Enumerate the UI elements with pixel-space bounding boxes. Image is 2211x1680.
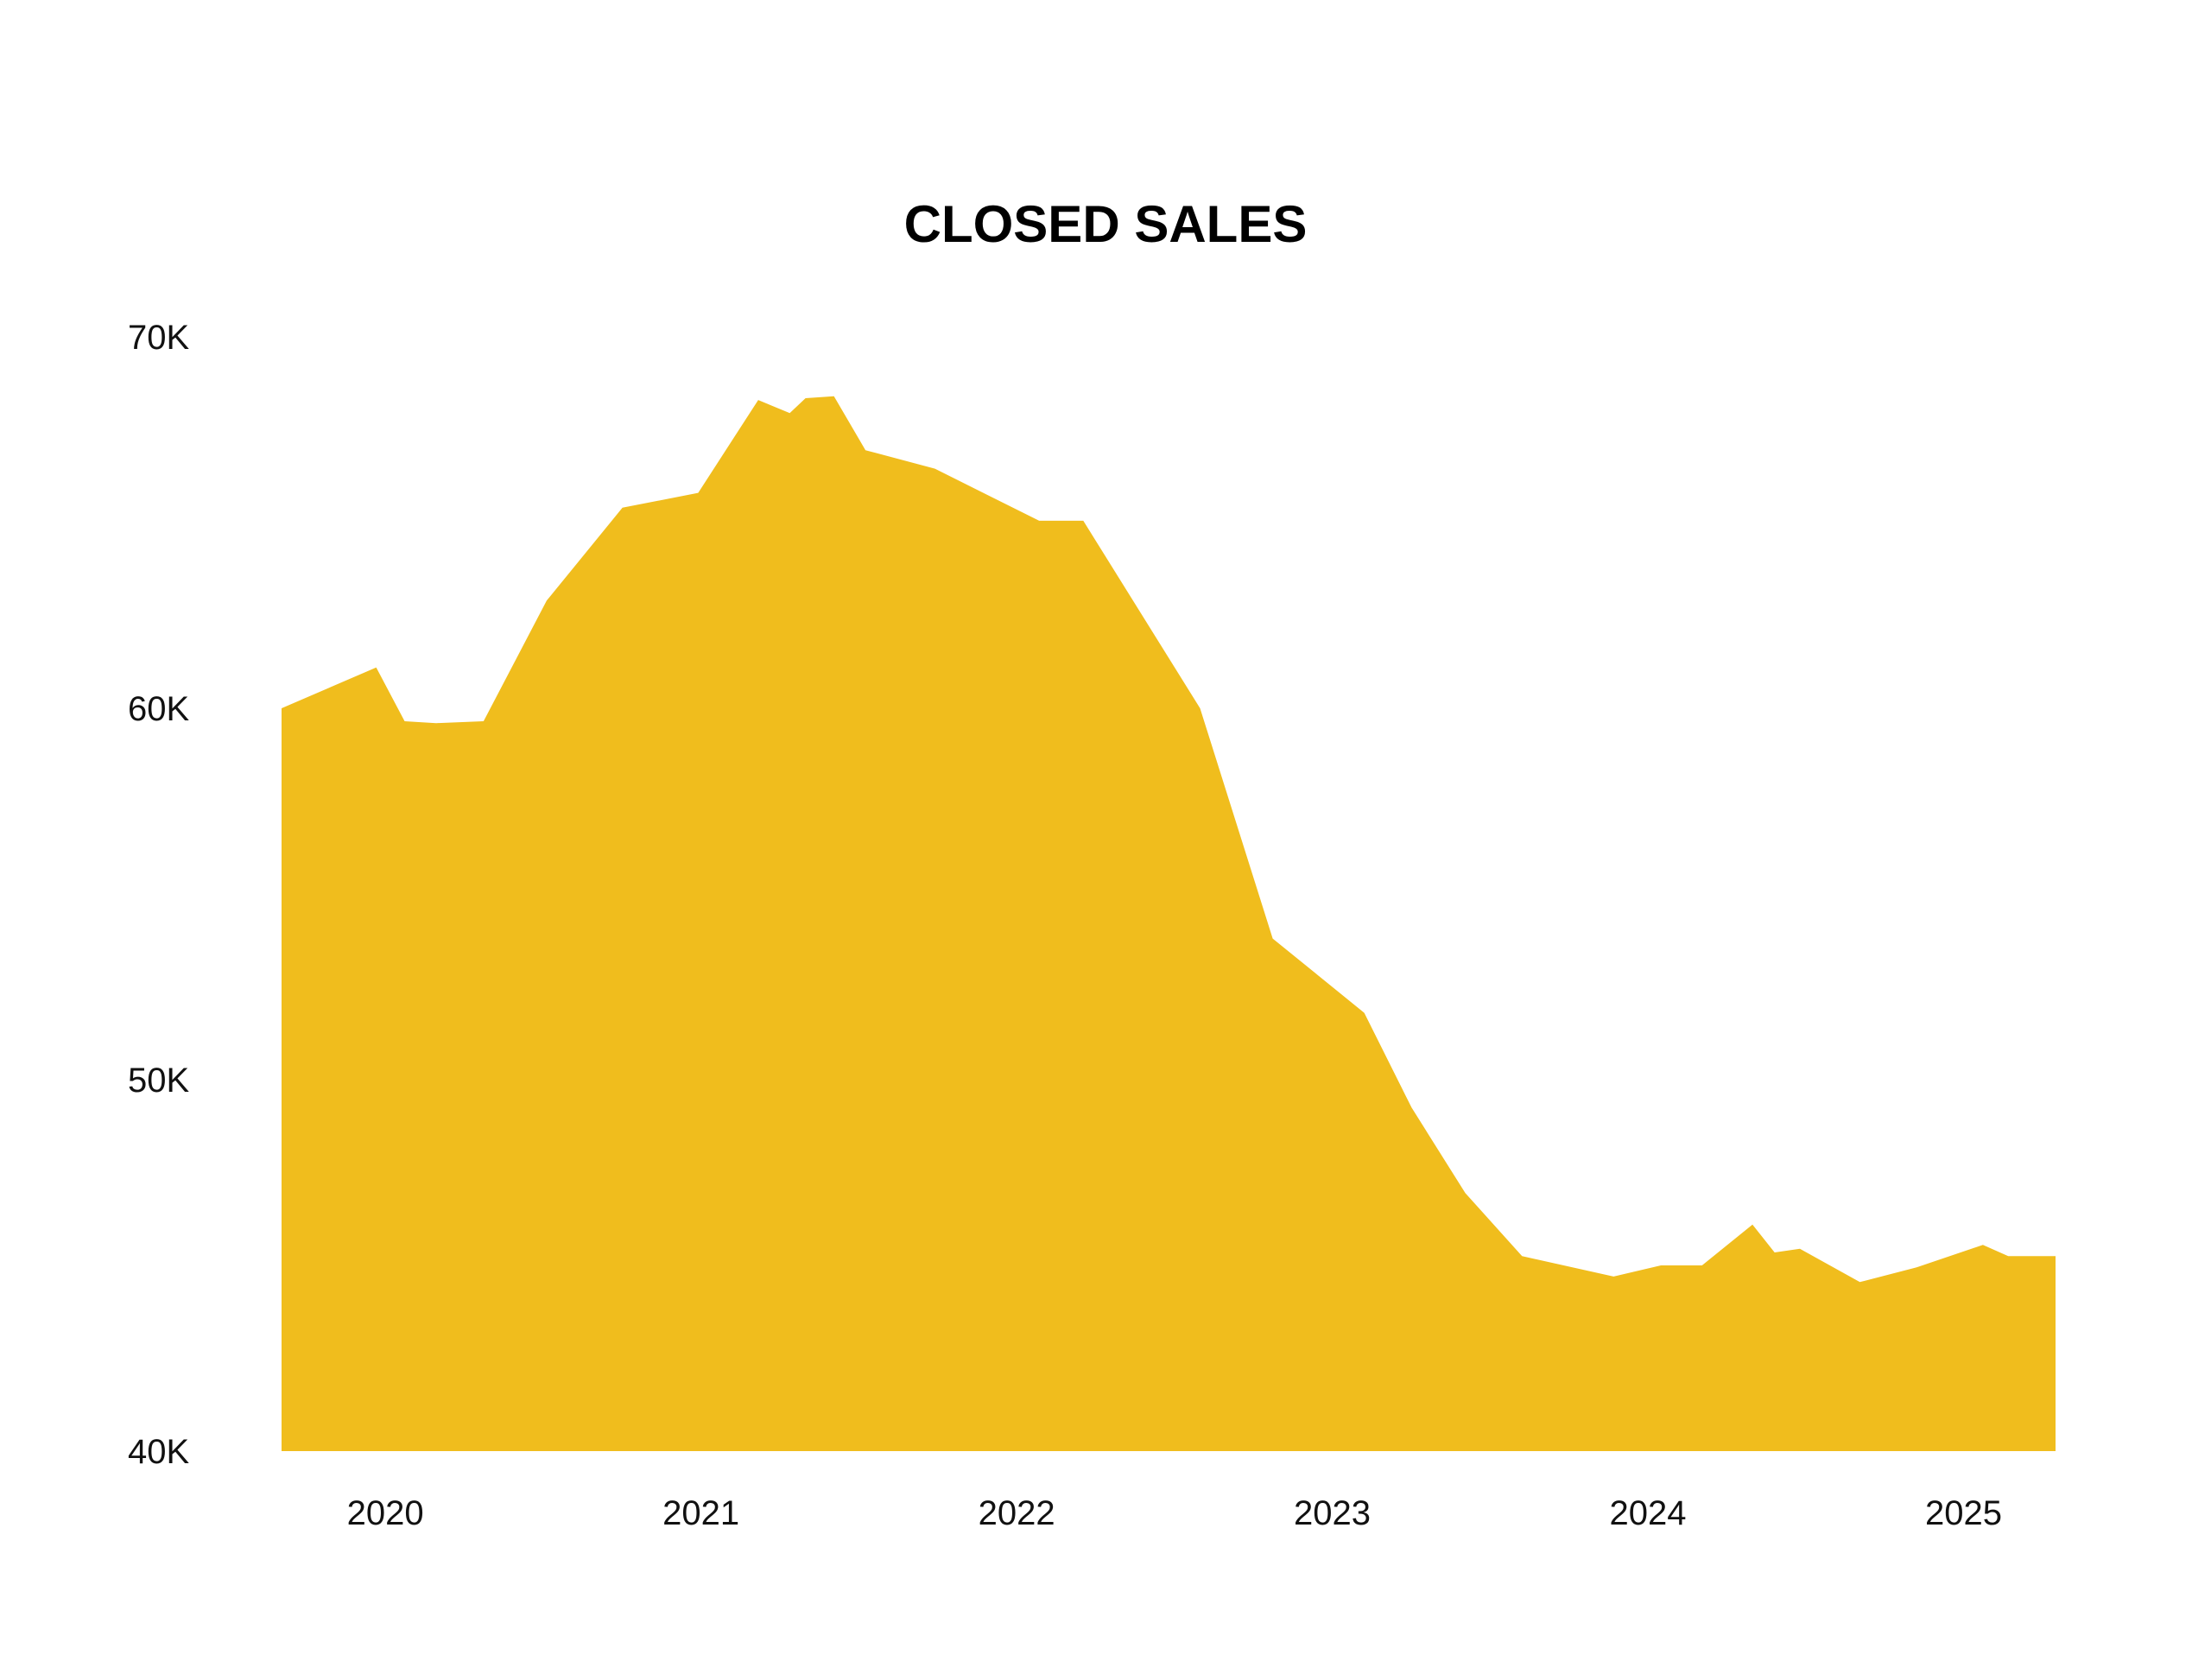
y-tick-label: 40K (128, 1433, 189, 1471)
chart-title: CLOSED SALES (904, 195, 1308, 253)
x-tick-label: 2023 (1294, 1494, 1371, 1532)
area-layer (282, 396, 2056, 1451)
y-axis: 40K 50K 60K 70K (128, 319, 189, 1471)
y-tick-label: 50K (128, 1062, 189, 1100)
x-tick-label: 2021 (662, 1494, 739, 1532)
x-tick-label: 2020 (347, 1494, 424, 1532)
y-tick-label: 70K (128, 319, 189, 357)
x-tick-label: 2025 (1925, 1494, 2002, 1532)
x-tick-label: 2024 (1610, 1494, 1687, 1532)
x-tick-label: 2022 (979, 1494, 1055, 1532)
y-tick-label: 60K (128, 690, 189, 728)
area-series-0 (282, 396, 2056, 1451)
x-axis: 2020 2021 2022 2023 2024 2025 (347, 1494, 2002, 1532)
